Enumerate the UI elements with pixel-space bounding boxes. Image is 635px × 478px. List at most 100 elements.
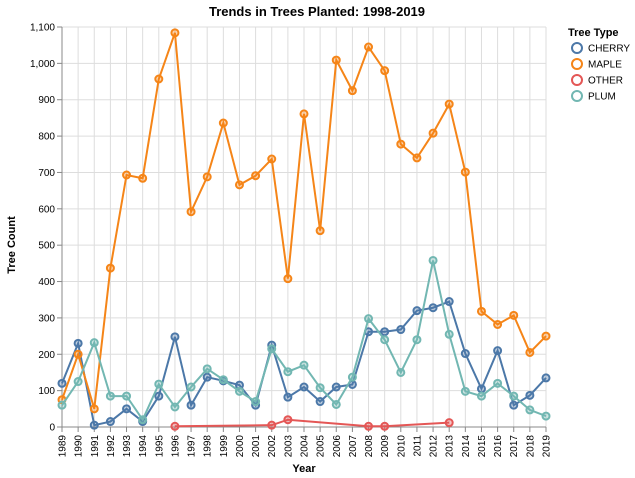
data-point xyxy=(202,364,212,374)
data-point xyxy=(444,418,454,428)
data-point xyxy=(525,390,535,400)
data-point xyxy=(331,399,341,409)
legend: Tree Type CHERRY MAPLE OTHER PLUM xyxy=(568,27,630,103)
x-tick-label: 2014 xyxy=(461,435,472,458)
chart-title: Trends in Trees Planted: 1998-2019 xyxy=(209,4,425,19)
x-tick-label: 2011 xyxy=(412,435,423,457)
data-point xyxy=(73,377,83,387)
data-point xyxy=(186,382,196,392)
series-maple xyxy=(57,28,551,414)
data-point xyxy=(73,338,83,348)
data-point xyxy=(138,173,148,183)
data-point xyxy=(122,404,132,414)
data-point xyxy=(509,400,519,410)
x-tick-label: 1992 xyxy=(106,435,117,458)
y-tick-label: 100 xyxy=(38,386,55,397)
data-point xyxy=(299,109,309,119)
x-tick-label: 2000 xyxy=(235,435,246,458)
legend-symbol-cherry xyxy=(571,42,583,54)
x-tick-label: 1995 xyxy=(154,435,165,458)
x-axis-title: Year xyxy=(292,463,316,475)
data-point xyxy=(380,335,390,345)
data-point xyxy=(396,325,406,335)
x-tick-label: 2016 xyxy=(493,435,504,458)
data-point xyxy=(460,349,470,359)
data-point xyxy=(476,384,486,394)
y-tick-label: 300 xyxy=(38,313,55,324)
y-axis-title: Tree Count xyxy=(6,216,18,274)
data-point xyxy=(122,170,132,180)
data-point xyxy=(170,28,180,38)
x-tick-label: 2013 xyxy=(445,435,456,458)
data-point xyxy=(202,172,212,182)
x-tick-label: 2015 xyxy=(477,435,488,458)
data-point xyxy=(460,386,470,396)
legend-symbol-other xyxy=(571,74,583,86)
y-tick-label: 1,100 xyxy=(30,23,55,34)
data-point xyxy=(154,74,164,84)
data-point xyxy=(105,417,115,427)
data-point xyxy=(460,167,470,177)
data-point xyxy=(380,66,390,76)
x-tick-label: 2018 xyxy=(525,435,536,458)
data-point xyxy=(444,99,454,109)
x-tick-label: 1998 xyxy=(203,435,214,458)
x-tick-label: 2005 xyxy=(316,435,327,458)
x-tick-label: 2012 xyxy=(429,435,440,458)
y-tick-label: 800 xyxy=(38,132,55,143)
data-point xyxy=(186,400,196,410)
data-point xyxy=(493,319,503,329)
data-point xyxy=(412,153,422,163)
data-point xyxy=(283,415,293,425)
x-tick-label: 1994 xyxy=(138,435,149,458)
x-tick-label: 1991 xyxy=(90,435,101,458)
data-point xyxy=(170,402,180,412)
data-point xyxy=(493,378,503,388)
y-tick-label: 500 xyxy=(38,241,55,252)
data-point xyxy=(170,332,180,342)
y-tick-label: 400 xyxy=(38,277,55,288)
data-point xyxy=(267,344,277,354)
series-layer xyxy=(57,28,551,431)
data-point xyxy=(89,404,99,414)
data-point xyxy=(315,383,325,393)
data-point xyxy=(412,306,422,316)
data-point xyxy=(444,329,454,339)
data-point xyxy=(218,375,228,385)
x-tick-label: 2009 xyxy=(380,435,391,458)
series-line-plum xyxy=(61,260,547,422)
x-tick-label: 2019 xyxy=(542,435,553,458)
data-point xyxy=(170,421,180,431)
x-tick-label: 2010 xyxy=(396,435,407,458)
x-tick-label: 1989 xyxy=(58,435,69,458)
data-point xyxy=(428,303,438,313)
data-point xyxy=(251,397,261,407)
data-point xyxy=(283,274,293,284)
series-plum xyxy=(57,255,551,425)
legend-label-cherry: CHERRY xyxy=(588,44,630,55)
series-line-other xyxy=(174,418,450,428)
data-point xyxy=(315,226,325,236)
data-point xyxy=(234,180,244,190)
x-tick-label: 1999 xyxy=(219,435,230,458)
x-tick-label: 2003 xyxy=(283,435,294,458)
x-tick-label: 1993 xyxy=(122,435,133,458)
data-point xyxy=(299,360,309,370)
data-point xyxy=(267,420,277,430)
data-point xyxy=(428,255,438,265)
series-line-maple xyxy=(61,32,547,410)
data-point xyxy=(299,382,309,392)
data-point xyxy=(380,421,390,431)
data-point xyxy=(154,379,164,389)
y-tick-label: 600 xyxy=(38,204,55,215)
data-point xyxy=(154,391,164,401)
data-point xyxy=(122,391,132,401)
data-point xyxy=(428,128,438,138)
x-tick-label: 1996 xyxy=(170,435,181,458)
series-other xyxy=(170,415,454,431)
data-point xyxy=(493,346,503,356)
data-point xyxy=(283,367,293,377)
legend-symbol-plum xyxy=(571,90,583,102)
x-tick-label: 1990 xyxy=(74,435,85,458)
